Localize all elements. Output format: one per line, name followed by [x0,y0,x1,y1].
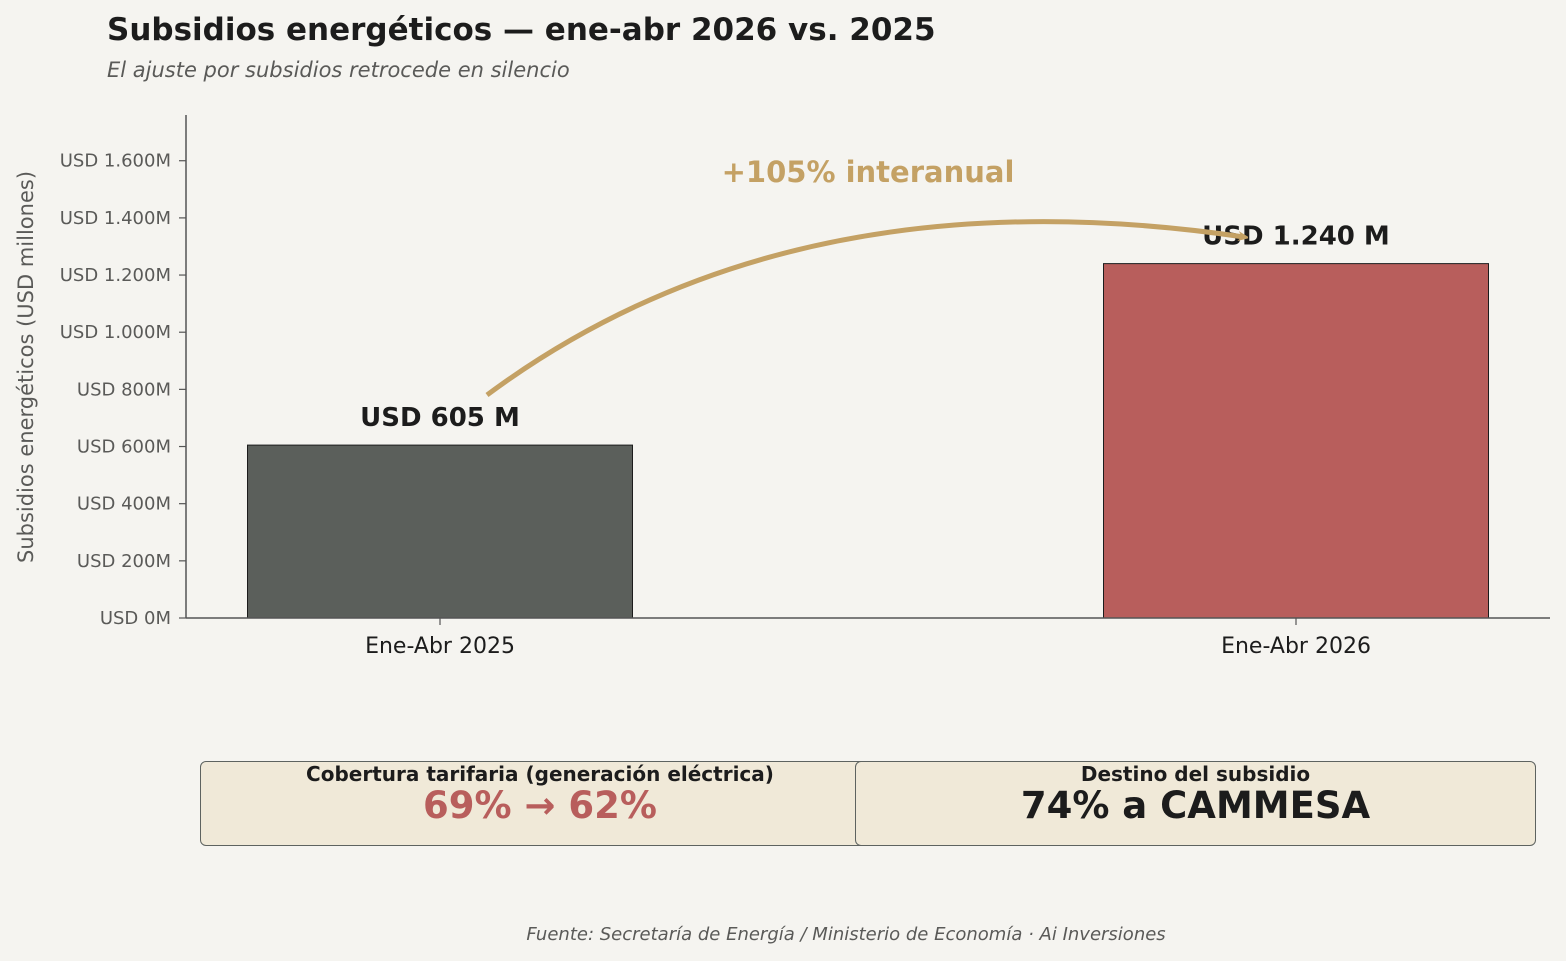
y-tick-label: USD 800M [77,379,171,400]
bar-1 [247,444,633,619]
coverage-card-value: 69% → 62% [423,784,657,827]
x-tick-label-2: Ene-Abr 2026 [1221,634,1371,659]
source-note: Fuente: Secretaría de Energía / Minister… [526,924,1166,945]
y-tick-label: USD 600M [77,437,171,458]
destination-card: Destino del subsidio 74% a CAMMESA [855,761,1536,846]
bar-value-label-1: USD 605 M [360,403,520,433]
bar-2 [1103,263,1489,619]
y-tick-label: USD 1.200M [60,265,171,286]
growth-annotation: +105% interanual [722,155,1015,189]
y-tick-label: USD 0M [100,608,171,629]
x-tick-label-1: Ene-Abr 2025 [365,634,515,659]
y-tick-label: USD 1.600M [60,151,171,172]
coverage-card-title: Cobertura tarifaria (generación eléctric… [306,762,774,786]
coverage-card: Cobertura tarifaria (generación eléctric… [200,761,880,846]
y-axis-title: Subsidios energéticos (USD millones) [14,171,38,563]
growth-arrow [485,219,1244,398]
destination-card-title: Destino del subsidio [1080,762,1311,786]
y-tick-label: USD 1.400M [60,208,171,229]
chart-title: Subsidios energéticos — ene-abr 2026 vs.… [107,12,936,48]
y-tick-label: USD 1.000M [60,322,171,343]
y-tick-label: USD 400M [77,494,171,515]
destination-card-value: 74% a CAMMESA [1020,784,1371,827]
chart-subtitle: El ajuste por subsidios retrocede en sil… [107,58,570,82]
y-tick-label: USD 200M [77,551,171,572]
